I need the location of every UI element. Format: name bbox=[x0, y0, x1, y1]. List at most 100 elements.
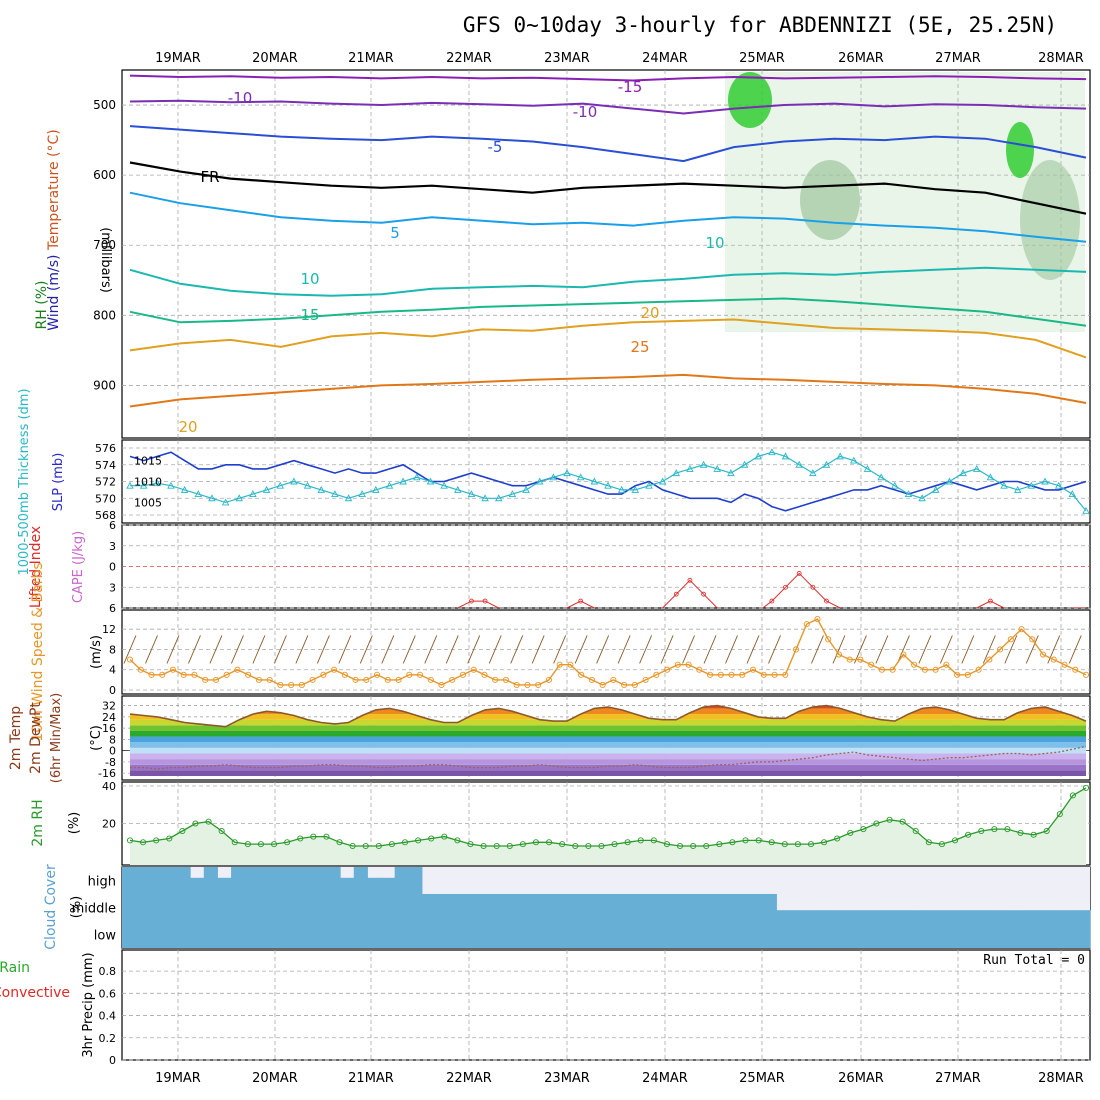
cloud-middle-bar bbox=[449, 894, 464, 921]
rh-line-point bbox=[755, 837, 762, 844]
wind-barb bbox=[402, 635, 416, 664]
pressure-tick-label: 600 bbox=[93, 168, 116, 182]
thickness-line-point bbox=[822, 460, 831, 468]
thickness-line-point bbox=[713, 464, 722, 472]
rh-line-point bbox=[336, 839, 343, 846]
cloud-low-bar bbox=[353, 921, 368, 948]
rh-line-point bbox=[886, 816, 893, 823]
cloud-middle-bar bbox=[585, 894, 600, 921]
cloud-low-bar bbox=[762, 921, 777, 948]
cloud-low-bar bbox=[899, 921, 914, 948]
wind-barb bbox=[854, 635, 867, 664]
cloud-low-bar bbox=[394, 921, 409, 948]
cloud-low-bar bbox=[367, 921, 382, 948]
thickness-line-point bbox=[590, 477, 599, 485]
thickness-line-point bbox=[467, 490, 476, 498]
rh-line-point bbox=[781, 841, 788, 848]
date-label-bottom: 28MAR bbox=[1038, 1071, 1084, 1086]
temp-color-band bbox=[130, 719, 1086, 726]
wind-speed-line-point bbox=[621, 681, 628, 688]
cloud-low-bar bbox=[122, 921, 137, 948]
cloud-low-bar bbox=[162, 921, 178, 948]
cloud-units: (%) bbox=[69, 896, 84, 919]
thickness-tick-label: 570 bbox=[95, 492, 116, 505]
wind-speed-line-point bbox=[513, 681, 520, 688]
rh-line-point bbox=[506, 842, 513, 850]
cloud-middle-bar bbox=[490, 894, 505, 921]
thickness-line-point bbox=[262, 485, 271, 493]
cloud-middle-bar bbox=[571, 894, 587, 921]
rh-line-point bbox=[310, 833, 317, 840]
isotherm-label: -5 bbox=[488, 138, 503, 156]
wind-speed-line-point bbox=[416, 671, 424, 678]
wind-barb bbox=[832, 635, 846, 664]
cloud-high-bar bbox=[367, 877, 382, 894]
wind-barb bbox=[896, 635, 910, 664]
cloud-high-bar bbox=[381, 877, 396, 894]
date-label-top: 19MAR bbox=[155, 51, 201, 66]
rh-line-point bbox=[572, 842, 579, 850]
wind-speed-line-point bbox=[352, 676, 359, 683]
cloud-middle-bar bbox=[231, 894, 246, 921]
thickness-line-point bbox=[972, 464, 981, 472]
thickness-line-point bbox=[1041, 477, 1049, 485]
cloud-low-bar bbox=[940, 921, 955, 948]
precip-tick-label: 0.8 bbox=[99, 965, 117, 978]
wind-speed-line-point bbox=[653, 671, 660, 678]
rh-line-point bbox=[166, 835, 173, 842]
cloud-low-bar bbox=[858, 921, 873, 948]
rh-line-point bbox=[978, 827, 985, 835]
cloud-middle-bar bbox=[680, 894, 696, 921]
temp-color-band bbox=[130, 736, 1086, 743]
cloud-low-bar bbox=[912, 921, 927, 948]
wind-speed-line-point bbox=[255, 676, 262, 683]
date-label-bottom: 22MAR bbox=[446, 1071, 492, 1086]
cloud-middle-bar bbox=[735, 894, 750, 921]
lifted-index-point bbox=[687, 577, 693, 583]
precip-tick-label: 0 bbox=[109, 1054, 116, 1067]
wind-speed-line-point bbox=[739, 671, 746, 678]
cloud-high-bar bbox=[408, 867, 423, 894]
date-label-bottom: 20MAR bbox=[252, 1071, 298, 1086]
date-label-top: 23MAR bbox=[544, 51, 590, 66]
temp-color-band bbox=[130, 714, 1086, 720]
wind-speed-line-point bbox=[567, 661, 574, 668]
cloud-middle-bar bbox=[544, 894, 559, 921]
rh-line-point bbox=[126, 837, 134, 844]
date-label-top: 27MAR bbox=[935, 51, 981, 66]
wind-speed-line-point bbox=[706, 671, 714, 678]
thickness-line-point bbox=[563, 469, 571, 477]
wind-barb bbox=[1068, 635, 1082, 664]
wind-barb bbox=[166, 635, 180, 664]
lifted-index-point bbox=[673, 591, 679, 597]
cloud-middle-bar bbox=[1049, 910, 1064, 921]
cloud-low-bar bbox=[667, 921, 682, 948]
pressure-tick-label: 500 bbox=[93, 98, 116, 112]
rh-line-point bbox=[257, 841, 265, 848]
wind-barb bbox=[725, 635, 738, 664]
cloud-middle-bar bbox=[353, 894, 368, 921]
wind-speed-line-point bbox=[814, 616, 821, 623]
cloud-middle-bar bbox=[149, 894, 164, 921]
rh-line-point bbox=[388, 841, 395, 848]
wind-speed-line-point bbox=[846, 656, 853, 663]
wind-barb bbox=[682, 635, 695, 664]
rh-line-point bbox=[1017, 829, 1024, 836]
precip-ylabel: 3hr Precip (mm) bbox=[81, 952, 96, 1057]
cloud-middle-bar bbox=[135, 894, 150, 921]
thickness-line-point bbox=[372, 485, 380, 493]
rh-line-point bbox=[821, 839, 828, 846]
cloud-low-bar bbox=[149, 921, 164, 948]
cloud-low-bar bbox=[462, 921, 477, 948]
li-tick-label: 0 bbox=[109, 561, 116, 574]
cloud-high-bar bbox=[176, 867, 191, 894]
wind-barb bbox=[596, 635, 610, 664]
wind-speed-line-point bbox=[964, 671, 971, 678]
wind-barb bbox=[939, 635, 953, 664]
rh-line-point bbox=[284, 839, 291, 846]
cloud-middle-bar bbox=[271, 894, 287, 921]
wind-speed-line-point bbox=[803, 621, 810, 628]
wind-speed-line-point bbox=[502, 676, 510, 683]
cloud-row-label: low bbox=[94, 929, 117, 944]
lifted-index-point bbox=[701, 591, 706, 597]
